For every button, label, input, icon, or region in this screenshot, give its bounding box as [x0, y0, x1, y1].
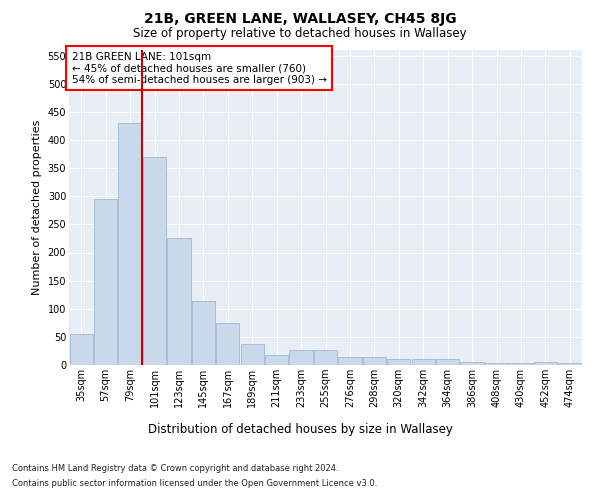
- Bar: [70, 334, 93, 365]
- Text: 21B, GREEN LANE, WALLASEY, CH45 8JG: 21B, GREEN LANE, WALLASEY, CH45 8JG: [143, 12, 457, 26]
- Bar: [118, 123, 142, 365]
- Bar: [485, 363, 508, 365]
- Text: Contains public sector information licensed under the Open Government Licence v3: Contains public sector information licen…: [12, 479, 377, 488]
- Y-axis label: Number of detached properties: Number of detached properties: [32, 120, 42, 295]
- Bar: [558, 363, 581, 365]
- Bar: [412, 360, 435, 365]
- Bar: [289, 350, 313, 365]
- Bar: [387, 360, 410, 365]
- Bar: [363, 356, 386, 365]
- Bar: [241, 344, 264, 365]
- Bar: [265, 356, 288, 365]
- Text: Contains HM Land Registry data © Crown copyright and database right 2024.: Contains HM Land Registry data © Crown c…: [12, 464, 338, 473]
- Text: 21B GREEN LANE: 101sqm
← 45% of detached houses are smaller (760)
54% of semi-de: 21B GREEN LANE: 101sqm ← 45% of detached…: [71, 52, 326, 85]
- Bar: [94, 199, 117, 365]
- Text: Distribution of detached houses by size in Wallasey: Distribution of detached houses by size …: [148, 422, 452, 436]
- Bar: [509, 363, 533, 365]
- Bar: [192, 302, 215, 365]
- Bar: [534, 362, 557, 365]
- Text: Size of property relative to detached houses in Wallasey: Size of property relative to detached ho…: [133, 28, 467, 40]
- Bar: [143, 157, 166, 365]
- Bar: [167, 238, 191, 365]
- Bar: [460, 362, 484, 365]
- Bar: [338, 356, 362, 365]
- Bar: [216, 323, 239, 365]
- Bar: [314, 350, 337, 365]
- Bar: [436, 360, 459, 365]
